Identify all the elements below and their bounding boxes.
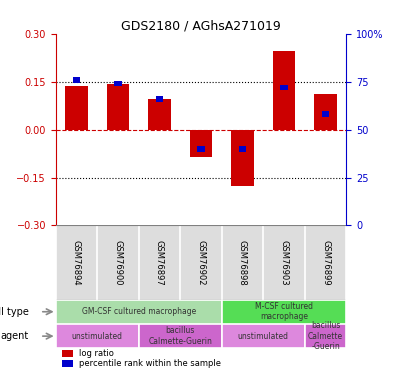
Bar [62,360,73,366]
Bar [107,84,129,130]
Text: GSM76900: GSM76900 [113,240,123,285]
Text: GM-CSF cultured macrophage: GM-CSF cultured macrophage [82,307,196,316]
Text: GSM76897: GSM76897 [155,240,164,285]
Text: unstimulated: unstimulated [72,332,123,340]
Bar [314,94,337,130]
Bar [62,350,73,357]
Bar [73,77,80,82]
Text: GSM76903: GSM76903 [279,240,289,285]
Bar [231,130,254,186]
Text: GSM76894: GSM76894 [72,240,81,285]
Text: cell type: cell type [0,307,29,317]
Bar [156,96,163,102]
Bar [189,130,213,157]
Text: percentile rank within the sample: percentile rank within the sample [79,358,221,368]
Bar [273,51,295,130]
Bar [148,99,171,130]
Text: log ratio: log ratio [79,349,114,358]
Title: GDS2180 / AGhsA271019: GDS2180 / AGhsA271019 [121,20,281,33]
Bar [280,84,288,90]
Bar [322,111,329,117]
Text: GSM76899: GSM76899 [321,240,330,285]
Bar [222,300,346,324]
Bar [222,324,305,348]
Bar [239,146,246,152]
Bar [139,324,222,348]
Text: GSM76898: GSM76898 [238,240,247,285]
Bar [305,324,346,348]
Bar [197,146,205,152]
Text: agent: agent [0,331,29,341]
Text: unstimulated: unstimulated [238,332,289,340]
Text: bacillus
Calmette
-Guerin: bacillus Calmette -Guerin [308,321,343,351]
Bar [56,300,222,324]
Bar [114,81,122,87]
Text: M-CSF cultured
macrophage: M-CSF cultured macrophage [255,302,313,321]
Bar [56,324,139,348]
Text: GSM76902: GSM76902 [197,240,205,285]
Bar [65,87,88,130]
Text: bacillus
Calmette-Guerin: bacillus Calmette-Guerin [148,326,212,346]
